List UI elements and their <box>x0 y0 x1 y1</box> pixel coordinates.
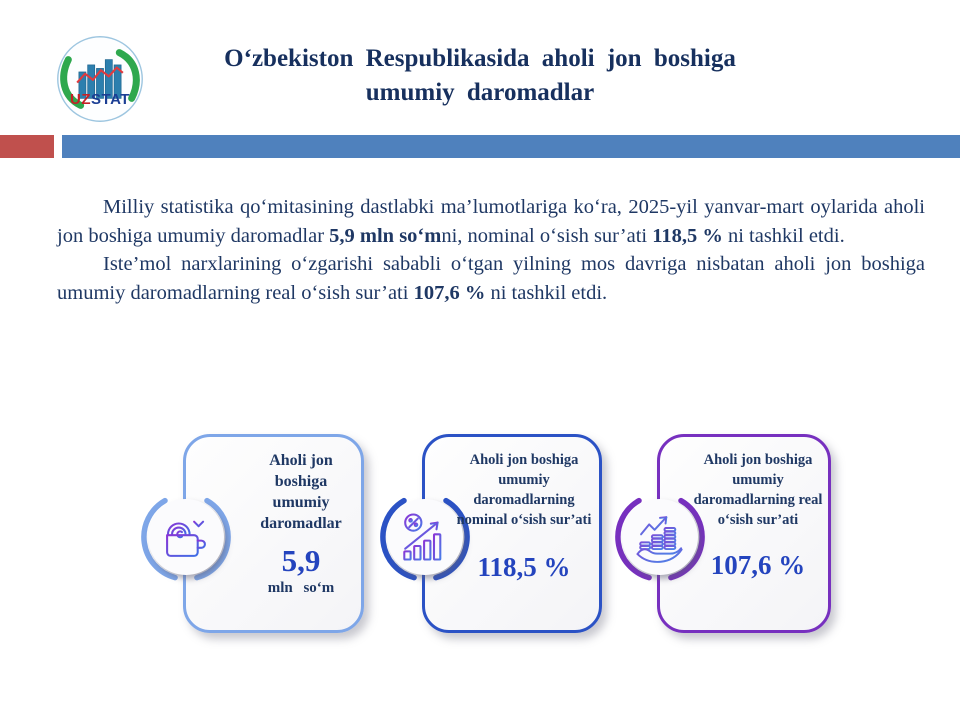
intro-p1-text1: Milliy statistika qo‘mitasining dastlabk… <box>57 196 925 247</box>
intro-p2-text2: ni tashkil etdi. <box>485 281 608 304</box>
card2-badge <box>377 489 473 585</box>
card1-badge-circle <box>148 499 224 575</box>
card3-ring <box>615 497 705 581</box>
intro-text: Milliy statistika qo‘mitasining dastlabk… <box>57 193 925 307</box>
card3-value: 107,6 % <box>710 550 806 580</box>
logo-stat-text: STAT <box>91 91 130 108</box>
accent-blue-bar <box>62 135 960 158</box>
page-title-line1: O‘zbekiston Respublikasida aholi jon bos… <box>224 45 736 72</box>
uzstat-logo: UZSTAT <box>56 35 144 123</box>
card2-value: 118,5 % <box>477 552 571 582</box>
intro-p1-text3: ni tashkil etdi. <box>722 224 845 247</box>
stat-card-real-growth: Aholi jon boshiga umumiy daromadlarning … <box>615 434 831 633</box>
card3-title: Aholi jon boshiga umumiy daromadlarning … <box>693 452 823 528</box>
card1-unit: mln so‘m <box>267 580 335 596</box>
hand-coins-growth-icon <box>636 516 683 563</box>
card1-value: 5,9 <box>281 543 321 578</box>
card1-body: Aholi jon boshiga umumiy daromadlar 5,9 … <box>186 437 361 630</box>
intro-p1-text2: ni, nominal o‘sish sur’ati <box>441 224 653 247</box>
stat-card-income: Aholi jon boshiga umumiy daromadlar 5,9 … <box>141 434 364 633</box>
card1-badge <box>138 489 234 585</box>
card2-badge-circle <box>387 499 463 575</box>
logo-uz-text: UZ <box>70 91 92 108</box>
percent-growth-icon <box>403 513 442 561</box>
intro-p1-value-nominal: 118,5 % <box>652 224 723 247</box>
wallet-income-icon <box>166 513 206 557</box>
card2-body: Aholi jon boshiga umumiy daromadlarning … <box>425 437 599 630</box>
uzstat-logo-graphic <box>57 36 143 122</box>
stat-card-nominal-growth: Aholi jon boshiga umumiy daromadlarning … <box>380 434 602 633</box>
page-title-line2: umumiy daromadlar <box>365 79 595 106</box>
card2-ring <box>380 497 470 581</box>
card2-title: Aholi jon boshiga umumiy daromadlarning … <box>456 452 592 528</box>
intro-p1-value-income: 5,9 mln so‘m <box>329 224 442 247</box>
intro-p2-value-real: 107,6 % <box>413 281 486 304</box>
uzstat-logo-wordmark: UZSTAT <box>56 91 144 108</box>
card1-title: Aholi jon boshiga umumiy daromadlar <box>260 452 342 532</box>
intro-p2-text1: Iste’mol narxlarining o‘zgarishi sababli… <box>57 253 925 304</box>
card3-badge <box>612 489 708 585</box>
page-title: O‘zbekiston Respublikasida aholi jon bos… <box>120 42 840 110</box>
intro-paragraph-2: Iste’mol narxlarining o‘zgarishi sababli… <box>57 250 925 307</box>
intro-paragraph-1: Milliy statistika qo‘mitasining dastlabk… <box>57 193 925 250</box>
accent-red-block <box>0 135 54 158</box>
card3-body: Aholi jon boshiga umumiy daromadlarning … <box>660 437 828 630</box>
card1-ring <box>141 497 231 581</box>
